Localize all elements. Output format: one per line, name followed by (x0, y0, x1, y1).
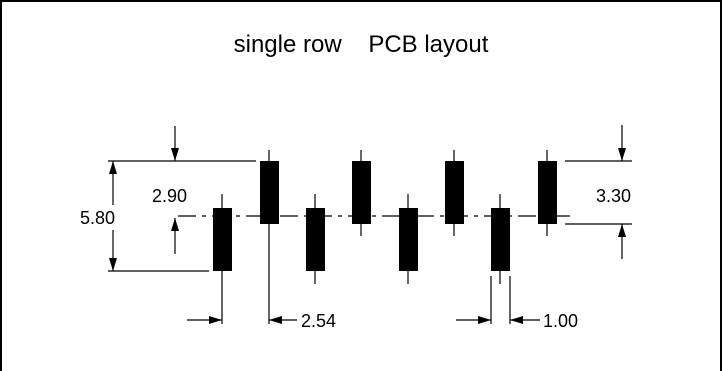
pad-5 (399, 208, 418, 271)
pad-7 (491, 208, 510, 271)
label-2-54: 2.54 (301, 311, 336, 331)
dim-arrows-pitch (209, 316, 282, 324)
dim-arrows-right (618, 148, 626, 237)
pad-8 (538, 161, 557, 224)
pad-2 (260, 161, 279, 224)
diagram-title: single row PCB layout (233, 31, 489, 58)
pads (213, 161, 557, 271)
dim-arrows-width (478, 316, 523, 324)
label-1-00: 1.00 (543, 311, 578, 331)
pad-6 (445, 161, 464, 224)
label-5-80: 5.80 (80, 208, 115, 228)
dim-2-54 (187, 236, 297, 324)
dim-1-00 (456, 276, 540, 324)
pad-1 (213, 208, 232, 271)
pad-4 (352, 161, 371, 224)
label-2-90: 2.90 (152, 186, 187, 206)
pad-3 (306, 208, 325, 271)
label-3-30: 3.30 (596, 186, 631, 206)
dim-arrows-left (109, 148, 179, 271)
